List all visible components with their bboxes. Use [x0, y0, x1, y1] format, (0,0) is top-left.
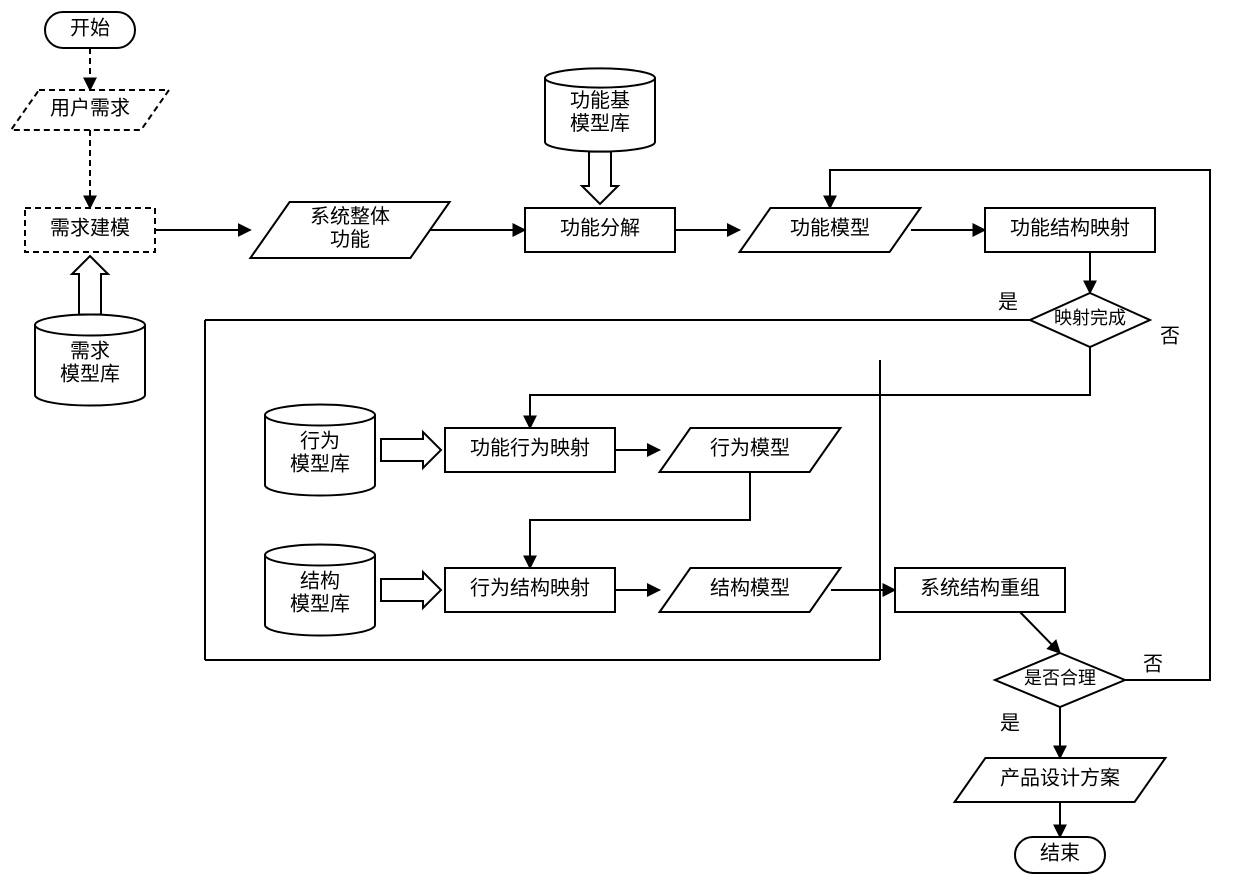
svg-text:功能分解: 功能分解	[560, 217, 640, 240]
svg-text:行为模型: 行为模型	[710, 437, 790, 460]
svg-text:是否合理: 是否合理	[1024, 668, 1096, 688]
svg-text:否: 否	[1143, 654, 1163, 676]
svg-text:结构模型: 结构模型	[710, 577, 790, 600]
svg-text:功能: 功能	[330, 228, 370, 251]
svg-text:系统整体: 系统整体	[310, 205, 390, 228]
svg-text:系统结构重组: 系统结构重组	[920, 577, 1040, 600]
svg-text:模型库: 模型库	[290, 592, 350, 615]
svg-text:模型库: 模型库	[570, 112, 630, 135]
svg-text:结束: 结束	[1040, 842, 1080, 865]
svg-text:开始: 开始	[70, 17, 110, 40]
svg-text:是: 是	[998, 292, 1018, 314]
svg-text:模型库: 模型库	[60, 362, 120, 385]
svg-text:行为: 行为	[300, 429, 340, 452]
svg-text:映射完成: 映射完成	[1054, 308, 1126, 328]
svg-text:需求: 需求	[70, 339, 110, 362]
svg-text:模型库: 模型库	[290, 452, 350, 475]
svg-text:功能行为映射: 功能行为映射	[470, 437, 590, 460]
svg-text:结构: 结构	[300, 569, 340, 592]
svg-text:行为结构映射: 行为结构映射	[470, 577, 590, 600]
svg-text:是: 是	[1000, 713, 1020, 735]
svg-text:否: 否	[1160, 326, 1180, 348]
svg-text:功能基: 功能基	[570, 89, 630, 112]
svg-text:需求建模: 需求建模	[50, 217, 130, 240]
svg-text:用户需求: 用户需求	[50, 97, 130, 120]
flowchart-diagram: 开始用户需求需求建模需求模型库系统整体功能功能分解功能基模型库功能模型功能结构映…	[0, 0, 1240, 894]
svg-text:功能结构映射: 功能结构映射	[1010, 217, 1130, 240]
svg-text:产品设计方案: 产品设计方案	[1000, 767, 1120, 790]
svg-text:功能模型: 功能模型	[790, 217, 870, 240]
